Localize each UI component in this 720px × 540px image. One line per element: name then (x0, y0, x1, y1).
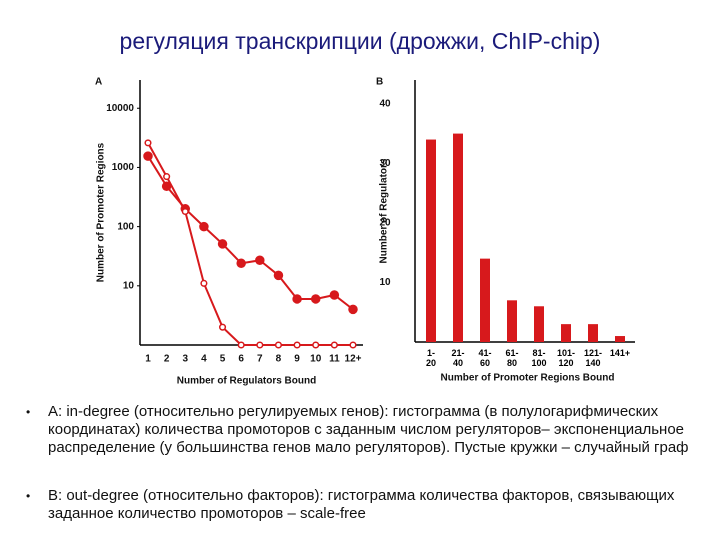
point (329, 290, 340, 300)
bar (534, 306, 544, 342)
x-tick-label: 10 (310, 354, 322, 365)
x-tick-label: 41- 60 (478, 348, 492, 368)
series-line (147, 142, 353, 346)
bar (588, 324, 598, 342)
y-tick-label: 30 (379, 158, 391, 169)
bullet-text: B: out-degree (относительно факторов): г… (48, 487, 675, 522)
y-tick-label: 100 (117, 221, 134, 232)
x-tick-label: 8 (276, 354, 282, 365)
x-tick-label: 4 (201, 354, 207, 365)
y-tick-label: 10 (123, 280, 135, 291)
x-tick-label: 9 (294, 354, 300, 365)
bar (453, 133, 463, 342)
x-tick-label: 2 (164, 354, 170, 365)
point (255, 255, 265, 266)
bar (561, 324, 571, 342)
point (143, 151, 153, 161)
bar (426, 139, 436, 342)
x-tick-label: 61- 80 (505, 348, 519, 368)
panel-label: B (376, 77, 383, 88)
y-axis-label: Number of Promoter Regions (96, 142, 107, 282)
slide-title: регуляция транскрипции (дрожжи, ChIP-chi… (119, 28, 601, 54)
panel-label: A (95, 77, 102, 88)
x-tick-label: 81- 100 (531, 348, 547, 368)
point (217, 239, 228, 249)
bullet: • A: in-degree (относительно регулируемых… (26, 403, 689, 456)
point (218, 323, 227, 331)
point (200, 279, 208, 287)
bar (480, 258, 490, 342)
bar (507, 300, 517, 342)
point (312, 341, 320, 349)
bullet: • B: out-degree (относительно факторов): … (26, 487, 675, 522)
point (310, 294, 321, 304)
x-axis-label: Number of Regulators Bound (177, 376, 316, 387)
y-tick-label: 1000 (112, 162, 135, 173)
point (236, 258, 246, 269)
y-tick-label: 40 (379, 98, 391, 109)
point (161, 181, 172, 192)
x-tick-label: 6 (238, 354, 244, 365)
bullet-text: A: in-degree (относительно регулируемых … (48, 403, 689, 456)
y-tick-label: 10000 (106, 103, 134, 114)
x-tick-label: 121- 140 (583, 348, 602, 368)
point (181, 207, 189, 216)
point (330, 341, 338, 349)
x-tick-label: 1 (145, 354, 151, 365)
point (163, 173, 171, 181)
x-tick-label: 7 (257, 354, 263, 365)
x-tick-label: 12+ (345, 354, 362, 365)
point (292, 294, 302, 304)
point (274, 341, 283, 349)
point (256, 341, 264, 349)
point (349, 341, 357, 349)
point (144, 139, 152, 147)
bar (615, 336, 625, 342)
x-tick-label: 1- 20 (425, 348, 436, 368)
series-line (147, 155, 354, 311)
point (348, 304, 358, 315)
x-tick-label: 5 (220, 354, 226, 365)
x-tick-label: 11 (329, 354, 340, 365)
point (237, 341, 245, 349)
x-tick-label: 101- 120 (556, 348, 575, 368)
y-tick-label: 20 (379, 218, 391, 229)
x-tick-label: 21- 40 (451, 348, 465, 368)
point (273, 270, 284, 281)
y-axis-label: Number of Regulators (379, 158, 390, 263)
point (293, 341, 301, 349)
x-tick-label: 3 (182, 354, 188, 365)
x-axis-label: Number of Promoter Regions Bound (441, 373, 615, 384)
x-tick-label: 141+ (609, 348, 631, 358)
point (199, 221, 209, 232)
y-tick-label: 10 (379, 277, 391, 288)
